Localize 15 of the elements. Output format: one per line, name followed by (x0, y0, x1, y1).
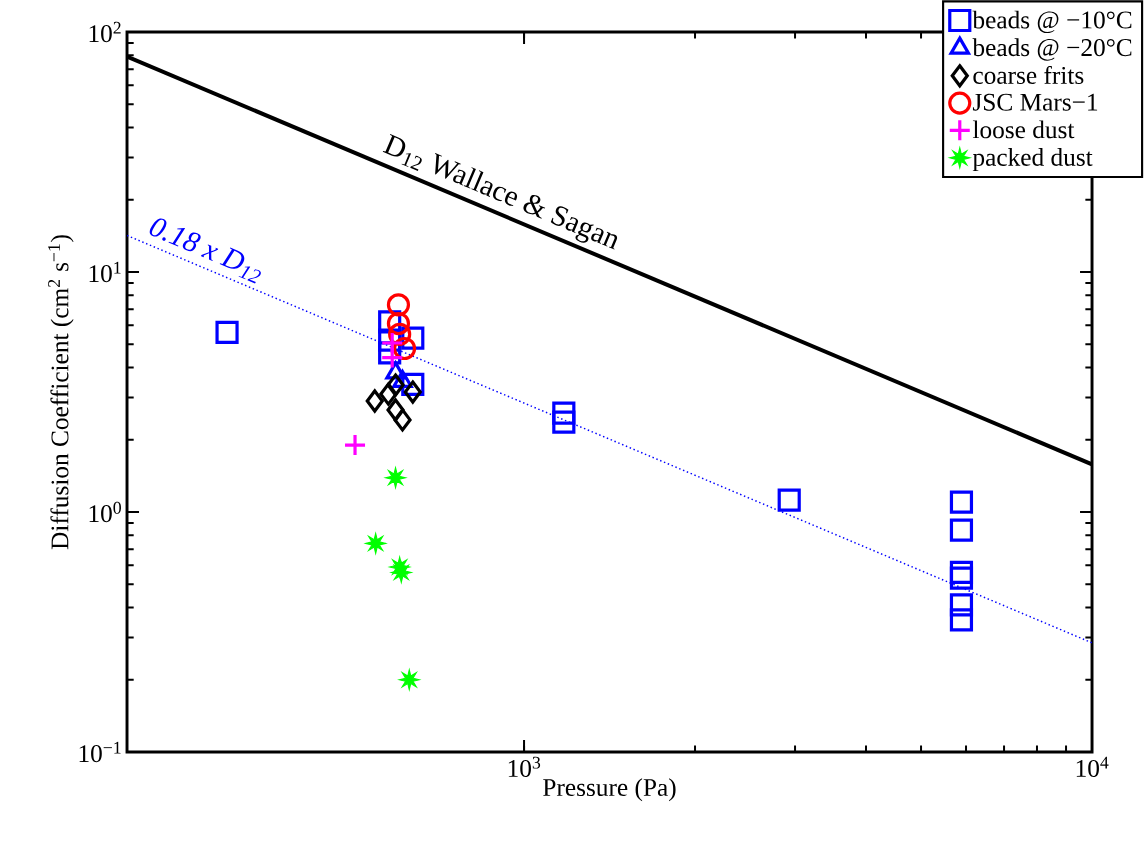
x-axis-title: Pressure (Pa) (543, 778, 676, 802)
x-tick-label: 10$^{4}$ (1076, 756, 1109, 777)
y-tick-label: 10$^{0}$ (89, 501, 121, 523)
y-tick-label: 10$^{2}$ (89, 21, 121, 43)
legend-label: coarse frits (973, 65, 1084, 84)
legend-label: beads @ −10°C (972, 10, 1132, 34)
legend-label: packed dust (972, 148, 1093, 172)
y-axis-title: Diffusion Coefficient (cm$^{2}$ s$^{−1}$) (48, 235, 74, 550)
x-tick-label: 10$^{3}$ (508, 756, 541, 778)
legend-label: loose dust (972, 120, 1075, 139)
legend-label: JSC Mars−1 (972, 93, 1098, 111)
y-tick-label: 10$^{1}$ (89, 261, 121, 283)
legend-label: beads @ −20°C (972, 38, 1132, 61)
y-tick-label: 10$^{−1}$ (79, 741, 121, 763)
annotation: 0.18 x D$_{12}$ (149, 218, 261, 284)
